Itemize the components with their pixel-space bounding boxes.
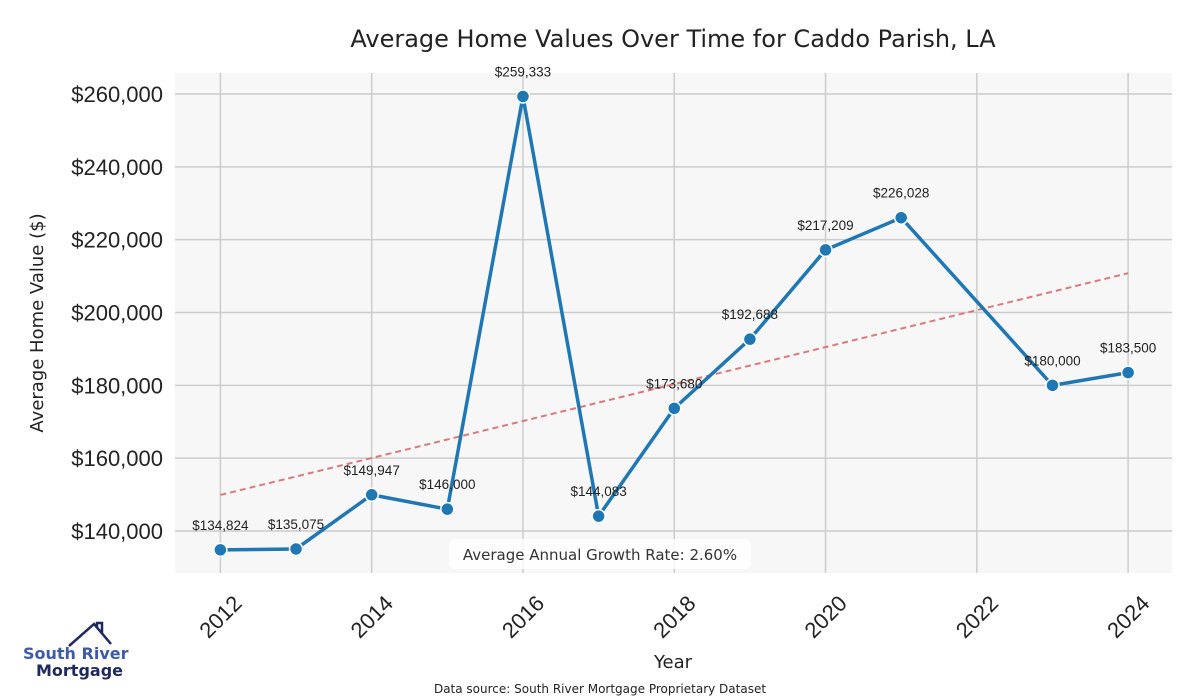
data-point — [591, 508, 606, 524]
data-point — [440, 501, 455, 517]
data-point — [893, 210, 909, 225]
trend-line — [220, 272, 1129, 496]
x-axis-label: Year — [653, 652, 693, 673]
data-points — [213, 89, 1136, 558]
data-label: $180,000 — [1024, 353, 1080, 368]
data-label: $183,500 — [1100, 341, 1156, 356]
south-river-mortgage-logo: South River Mortgage — [23, 621, 129, 680]
data-point — [742, 331, 758, 347]
y-tick-label: $260,000 — [71, 82, 163, 107]
y-tick-label: $200,000 — [71, 301, 163, 326]
x-tick-label: 2014 — [346, 591, 398, 643]
y-axis-ticks: $140,000 $160,000 $180,000 $200,000 $220,000… — [71, 82, 163, 544]
series-line — [220, 94, 1129, 552]
data-label: $173,680 — [646, 376, 702, 391]
data-point — [364, 487, 379, 503]
x-tick-label: 2018 — [648, 591, 700, 643]
data-labels: $134,824 $135,075 $149,947 $146,000 $259,333… — [192, 64, 1156, 532]
data-point — [213, 542, 228, 558]
data-label: $146,000 — [419, 477, 475, 492]
data-label: $192,688 — [722, 307, 778, 322]
y-tick-label: $160,000 — [71, 446, 163, 471]
data-point — [1120, 365, 1136, 380]
x-tick-label: 2024 — [1102, 591, 1154, 643]
y-tick-label: $180,000 — [71, 373, 163, 398]
chart-title: Average Home Values Over Time for Caddo … — [350, 25, 996, 53]
annotation-box — [449, 539, 751, 569]
data-label: $135,075 — [268, 517, 324, 532]
plot-area — [175, 73, 1172, 573]
logo-line1: South River — [23, 644, 129, 663]
y-tick-label: $240,000 — [71, 155, 163, 180]
x-tick-label: 2020 — [800, 591, 852, 643]
data-point — [667, 401, 682, 416]
data-label: $144,083 — [570, 484, 626, 499]
growth-rate-annotation: Average Annual Growth Rate: 2.60% — [463, 546, 737, 564]
data-label: $134,824 — [192, 518, 249, 533]
data-point — [818, 242, 833, 258]
y-axis-label: Average Home Value ($) — [27, 213, 48, 432]
data-label: $259,333 — [495, 64, 551, 79]
grid — [175, 73, 1172, 573]
data-source: Data source: South River Mortgage Propri… — [434, 682, 766, 696]
house-roof-icon — [68, 621, 112, 647]
data-label: $226,028 — [873, 186, 929, 201]
data-point — [1045, 378, 1060, 393]
y-tick-label: $140,000 — [71, 519, 163, 544]
data-label: $217,209 — [797, 218, 853, 233]
x-tick-label: 2016 — [497, 591, 549, 643]
data-label: $149,947 — [344, 463, 400, 478]
logo-line2: Mortgage — [36, 661, 123, 680]
y-tick-label: $220,000 — [71, 228, 163, 253]
data-point — [288, 541, 304, 557]
data-point — [515, 89, 531, 104]
x-tick-label: 2022 — [951, 591, 1003, 643]
x-axis-ticks: 2012 2014 2016 2018 2020 2022 2024 — [194, 591, 1154, 643]
x-tick-label: 2012 — [194, 591, 246, 643]
